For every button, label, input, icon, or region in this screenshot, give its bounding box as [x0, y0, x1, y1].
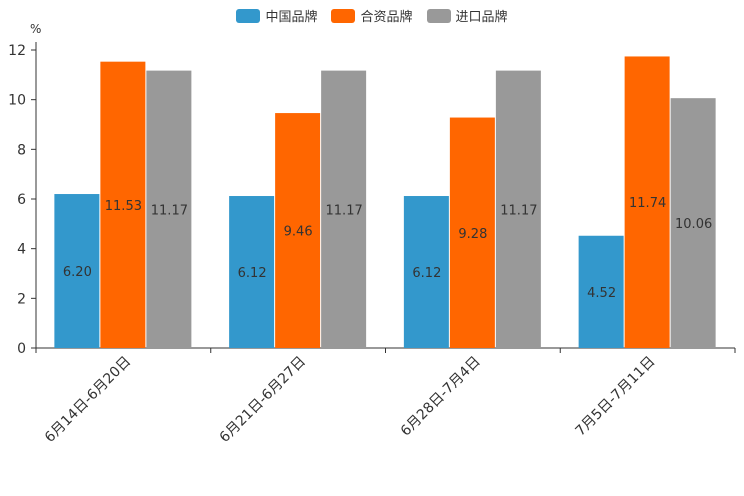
legend-label-domestic: 中国品牌	[265, 10, 318, 25]
x-tick-label-2: 6月28日-7月4日	[398, 354, 484, 440]
data-label-series1-cat2: 9.28	[458, 227, 487, 242]
bar-series2-cat3	[670, 98, 716, 348]
y-tick-label-6: 6	[17, 192, 26, 208]
legend-item-joint-venture[interactable]: 合资品牌	[331, 6, 413, 25]
x-tick-label-0: 6月14日-6月20日	[42, 354, 134, 446]
data-label-series0-cat3: 4.52	[587, 286, 616, 301]
legend-swatch-joint-venture	[331, 8, 356, 23]
data-label-series0-cat0: 6.20	[63, 265, 92, 280]
bar-series0-cat2	[403, 196, 449, 348]
bar-series1-cat0	[100, 61, 146, 349]
legend-item-imported[interactable]: 进口品牌	[426, 6, 508, 25]
legend-label-imported: 进口品牌	[455, 10, 508, 25]
data-label-series1-cat3: 11.74	[629, 196, 666, 211]
y-tick-label-0: 0	[17, 341, 26, 357]
data-label-series0-cat1: 6.12	[238, 266, 267, 281]
y-tick-label-8: 8	[17, 142, 26, 158]
data-label-series0-cat2: 6.12	[412, 266, 441, 281]
bar-series2-cat1	[321, 70, 367, 348]
y-tick-label-12: 12	[8, 43, 26, 59]
y-tick-label-10: 10	[8, 93, 26, 109]
bar-series1-cat2	[449, 117, 495, 349]
legend-swatch-imported	[426, 8, 451, 23]
chart-legend: 中国品牌 合资品牌 进口品牌	[0, 6, 744, 25]
data-label-series1-cat0: 11.53	[105, 199, 142, 214]
y-axis-unit: %	[30, 22, 42, 36]
legend-swatch-domestic	[236, 8, 261, 23]
y-tick-label-2: 2	[17, 291, 26, 307]
data-label-series1-cat1: 9.46	[284, 225, 313, 240]
bar-series2-cat2	[495, 70, 541, 348]
bar-series1-cat3	[624, 56, 670, 348]
bar-series0-cat3	[578, 235, 624, 348]
data-label-series2-cat3: 10.06	[675, 217, 712, 232]
bar-series1-cat1	[275, 113, 321, 349]
x-tick-label-3: 7月5日-7月11日	[572, 354, 658, 440]
legend-item-domestic[interactable]: 中国品牌	[236, 6, 317, 25]
bar-series0-cat1	[229, 196, 275, 348]
bar-series0-cat0	[54, 194, 100, 348]
x-tick-label-1: 6月21日-6月27日	[217, 354, 309, 446]
data-label-series2-cat2: 11.17	[500, 203, 537, 218]
legend-label-joint-venture: 合资品牌	[360, 10, 413, 25]
data-label-series2-cat1: 11.17	[326, 203, 363, 218]
y-tick-label-4: 4	[17, 242, 26, 258]
bar-series2-cat0	[146, 70, 192, 348]
data-label-series2-cat0: 11.17	[151, 203, 188, 218]
